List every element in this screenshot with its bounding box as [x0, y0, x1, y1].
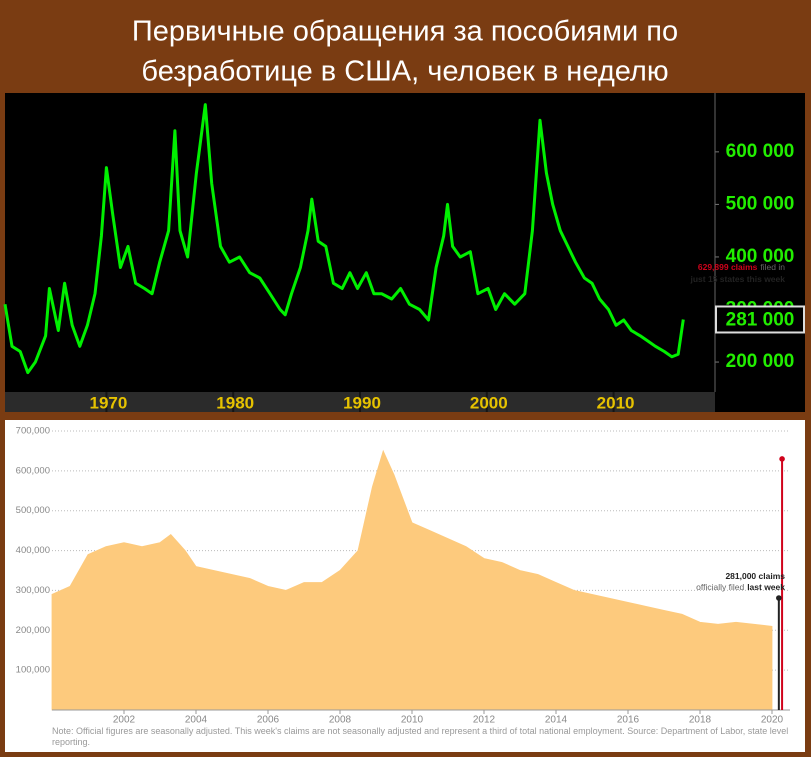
x-tick-label: 2016	[617, 715, 640, 726]
highlight-label: 281 000	[726, 309, 795, 330]
data-area	[51, 449, 773, 711]
annotation-text: last week	[747, 582, 785, 592]
x-tick-label: 2000	[470, 393, 508, 412]
y-tick-label: 300,000	[16, 585, 50, 596]
x-tick-label: 2020	[761, 715, 784, 726]
highlight-dot	[779, 456, 785, 462]
annotation-value: 281,000 claims	[725, 571, 785, 581]
y-tick-label: 500 000	[726, 193, 795, 214]
highlight-box	[715, 305, 805, 334]
annotation-text: just 15 states this week	[690, 274, 786, 284]
x-tick-label: 1970	[90, 393, 128, 412]
highlight-dot	[776, 595, 782, 601]
x-tick-label: 2018	[689, 715, 712, 726]
x-tick-label: 2002	[113, 715, 136, 726]
y-tick-label: 400 000	[726, 246, 795, 267]
y-tick-label: 600,000	[16, 465, 50, 476]
x-tick-label: 1990	[343, 393, 381, 412]
x-tick-label: 2004	[185, 715, 208, 726]
annotation-text: officially filed	[696, 582, 744, 592]
x-tick-label: 2014	[545, 715, 568, 726]
annotation-value: 629,899 claims	[698, 262, 758, 272]
y-tick-label: 500,000	[16, 505, 50, 516]
x-tick-label: 2012	[473, 715, 496, 726]
x-tick-label: 2010	[597, 393, 635, 412]
x-tick-label: 2006	[257, 715, 280, 726]
x-tick-label: 1980	[216, 393, 254, 412]
x-tick-label: 2008	[329, 715, 352, 726]
annotation: 629,899 claims filed in	[698, 262, 785, 272]
annotation: 281,000 claims	[725, 571, 785, 581]
x-tick-label: 2010	[401, 715, 424, 726]
y-tick-label: 700,000	[16, 426, 50, 437]
y-tick-label: 200 000	[726, 351, 795, 372]
y-tick-label: 200,000	[16, 625, 50, 636]
data-line	[3, 103, 685, 375]
title-line: Первичные обращения за пособиями по	[132, 16, 678, 48]
annotation-text: filed in	[760, 262, 785, 272]
y-tick-label: 600 000	[726, 141, 795, 162]
title-line: безработице в США, человек в неделю	[141, 56, 668, 88]
y-tick-label: 100,000	[16, 665, 50, 676]
panel-dark	[5, 93, 805, 412]
annotation: officially filed last week	[696, 582, 785, 592]
note: Note: Official figures are seasonally ad…	[52, 726, 789, 747]
y-tick-label: 400,000	[16, 545, 50, 556]
